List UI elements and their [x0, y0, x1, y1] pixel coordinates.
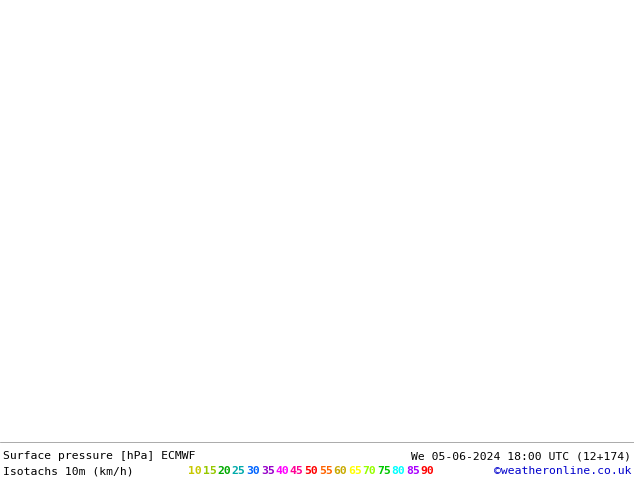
Text: 70: 70: [363, 466, 377, 476]
Text: Surface pressure [hPa] ECMWF: Surface pressure [hPa] ECMWF: [3, 451, 195, 461]
Text: 40: 40: [275, 466, 289, 476]
Text: 35: 35: [261, 466, 275, 476]
Text: 20: 20: [217, 466, 231, 476]
Text: 75: 75: [377, 466, 391, 476]
Text: 85: 85: [406, 466, 420, 476]
Text: 15: 15: [202, 466, 216, 476]
Text: 45: 45: [290, 466, 304, 476]
Text: 10: 10: [188, 466, 202, 476]
Text: 90: 90: [421, 466, 434, 476]
Text: 60: 60: [333, 466, 347, 476]
Text: 50: 50: [304, 466, 318, 476]
Text: ©weatheronline.co.uk: ©weatheronline.co.uk: [493, 466, 631, 476]
Text: We 05-06-2024 18:00 UTC (12+174): We 05-06-2024 18:00 UTC (12+174): [411, 451, 631, 461]
Text: Isotachs 10m (km/h): Isotachs 10m (km/h): [3, 466, 134, 476]
Text: 25: 25: [231, 466, 245, 476]
Text: 55: 55: [319, 466, 333, 476]
Text: 30: 30: [246, 466, 260, 476]
Text: 80: 80: [392, 466, 406, 476]
Text: 65: 65: [348, 466, 362, 476]
